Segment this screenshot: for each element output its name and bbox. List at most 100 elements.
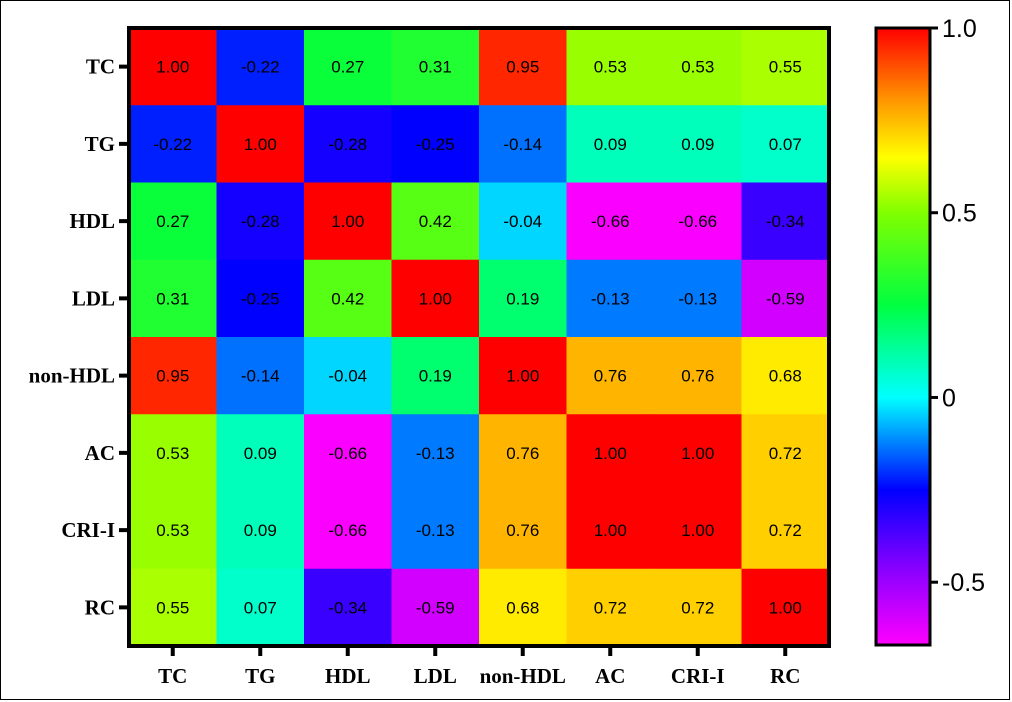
cell-value-label: 1.00	[769, 598, 802, 617]
heatmap-cell	[479, 28, 568, 106]
heatmap-cell	[654, 28, 743, 106]
cell-value-label: 0.31	[419, 58, 452, 77]
heatmap-cell	[479, 491, 568, 570]
heatmap-cell	[566, 568, 655, 647]
heatmap-cell	[216, 259, 305, 338]
heatmap-cell	[654, 105, 743, 184]
cell-value-label: -0.13	[591, 289, 630, 308]
heatmap-cell	[654, 491, 743, 570]
cell-value-label: 0.31	[156, 289, 189, 308]
cell-value-label: 0.09	[681, 135, 714, 154]
cell-value-label: 1.00	[594, 444, 627, 463]
row-label: RC	[85, 595, 115, 619]
row-label: TC	[86, 55, 115, 79]
cell-value-label: -0.13	[416, 521, 455, 540]
cell-value-label: -0.59	[766, 289, 805, 308]
cell-value-label: -0.66	[678, 212, 717, 231]
heatmap-cell	[304, 28, 393, 106]
colorbar-gradient	[874, 26, 932, 647]
cell-value-label: 1.00	[594, 521, 627, 540]
heatmap-cell	[129, 182, 218, 261]
cell-value-label: -0.34	[766, 212, 805, 231]
heatmap-cell	[391, 182, 480, 261]
cell-value-label: 0.07	[244, 598, 277, 617]
cell-value-label: 0.72	[769, 521, 802, 540]
colorbar-tick-label: 1.0	[942, 15, 977, 43]
heatmap-cell	[129, 259, 218, 338]
cell-value-label: 0.72	[769, 444, 802, 463]
heatmap-cell	[479, 105, 568, 184]
cell-value-label: -0.04	[328, 367, 367, 386]
heatmap-cell	[566, 28, 655, 106]
column-label: RC	[770, 664, 800, 688]
cell-value-label: -0.14	[241, 367, 280, 386]
row-label: non-HDL	[29, 364, 115, 388]
cell-value-label: 1.00	[244, 135, 277, 154]
cell-value-label: -0.25	[241, 289, 280, 308]
heatmap-cell	[304, 491, 393, 570]
heatmap-cell	[479, 182, 568, 261]
cell-value-label: 0.09	[244, 444, 277, 463]
cell-value-label: -0.34	[328, 598, 367, 617]
heatmap-cell	[479, 414, 568, 493]
column-label: LDL	[414, 664, 457, 688]
heatmap-cell	[566, 259, 655, 338]
heatmap-labels: TC TG HDL LDL non-HDL AC CRI-I RC TC TG HDL LDL non-…	[29, 55, 801, 688]
heatmap-cell	[741, 568, 830, 647]
heatmap-cell	[741, 491, 830, 570]
column-label: TC	[158, 664, 187, 688]
heatmap-cell	[741, 414, 830, 493]
heatmap-cell	[391, 259, 480, 338]
row-label: CRI-I	[61, 518, 115, 542]
heatmap-cell	[741, 182, 830, 261]
cell-value-label: -0.13	[678, 289, 717, 308]
row-label: AC	[85, 441, 115, 465]
heatmap-cell	[304, 105, 393, 184]
cell-value-label: 1.00	[681, 444, 714, 463]
heatmap-cell	[654, 414, 743, 493]
cell-value-label: 0.72	[594, 598, 627, 617]
cell-value-label: -0.04	[503, 212, 542, 231]
cell-value-label: 0.76	[506, 444, 539, 463]
heatmap-cell	[741, 105, 830, 184]
cell-value-label: 0.19	[506, 289, 539, 308]
heatmap-cell	[304, 568, 393, 647]
cell-value-label: 0.42	[331, 289, 364, 308]
heatmap-cell	[566, 105, 655, 184]
heatmap-cell	[129, 28, 218, 106]
cell-value-label: -0.66	[328, 521, 367, 540]
cell-value-label: -0.66	[591, 212, 630, 231]
cell-value-label: 1.00	[419, 289, 452, 308]
cell-value-label: 0.53	[594, 58, 627, 77]
heatmap-cell	[741, 28, 830, 106]
heatmap-cell	[216, 105, 305, 184]
heatmap-cell	[216, 337, 305, 415]
colorbar-tick-label: -0.5	[942, 569, 985, 597]
cell-value-label: 0.72	[681, 598, 714, 617]
cell-value-label: 0.07	[769, 135, 802, 154]
heatmap-cell	[654, 337, 743, 415]
heatmap-cell	[391, 568, 480, 647]
heatmap-cell	[479, 568, 568, 647]
colorbar: 1.0 0.5 0 -0.5	[874, 15, 985, 647]
cell-value-label: 0.09	[594, 135, 627, 154]
heatmap-cell	[566, 182, 655, 261]
cell-value-label: -0.66	[328, 444, 367, 463]
cell-value-label: 0.55	[156, 598, 189, 617]
heatmap-cell	[216, 182, 305, 261]
cell-value-label: 0.42	[419, 212, 452, 231]
cell-value-label: 1.00	[506, 367, 539, 386]
heatmap-cell	[304, 259, 393, 338]
heatmap-cell	[129, 105, 218, 184]
row-label: LDL	[72, 286, 115, 310]
heatmap-cell	[216, 491, 305, 570]
heatmap-cell	[304, 414, 393, 493]
column-label: AC	[595, 664, 625, 688]
cell-value-label: 0.76	[506, 521, 539, 540]
cell-value-label: 0.53	[156, 444, 189, 463]
row-label: HDL	[69, 209, 115, 233]
cell-value-label: -0.22	[241, 58, 280, 77]
cell-value-label: 0.19	[419, 367, 452, 386]
cell-value-label: 1.00	[681, 521, 714, 540]
